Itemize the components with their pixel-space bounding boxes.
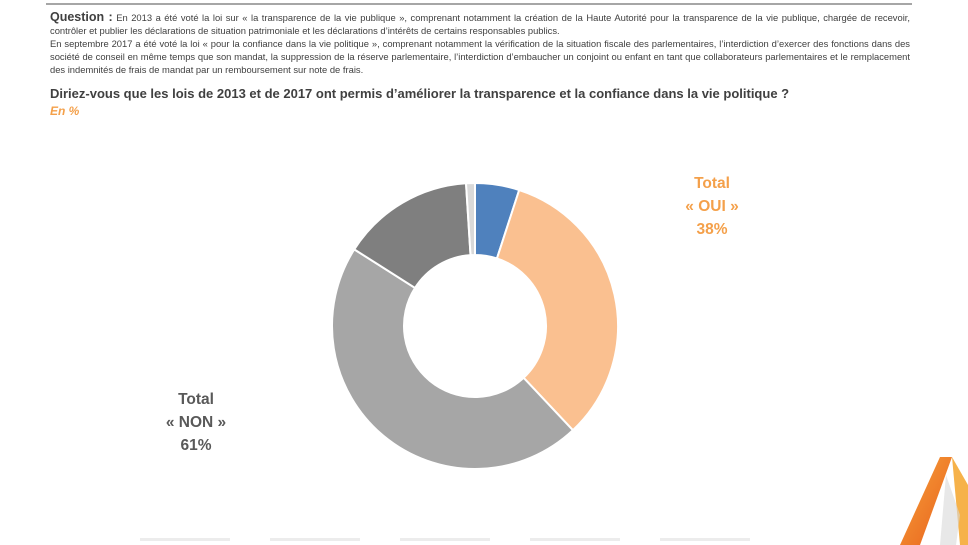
total-oui-value: 38% [696,221,728,238]
unit-label: En % [50,104,80,118]
total-non-value: 61% [180,437,212,454]
footer-ghost-bar [270,538,360,541]
total-non-line2: « NON » [165,414,227,431]
total-non-label: Total « NON » 61% [146,388,246,457]
total-oui-label: Total « OUI » 38% [662,172,762,241]
question-paragraph-1: Question : En 2013 a été voté la loi sur… [50,11,910,37]
question-text-2013: En 2013 a été voté la loi sur « la trans… [50,12,910,36]
footer-ghost-bar [400,538,490,541]
footer-ghost [140,538,820,545]
footer-ghost-bar [660,538,750,541]
question-label: Question : [50,10,113,24]
main-question: Diriez-vous que les lois de 2013 et de 2… [50,86,790,101]
question-paragraph-2: En septembre 2017 a été voté la loi « po… [50,38,910,75]
footer-ghost-bar [530,538,620,541]
total-oui-line2: « OUI » [685,198,739,215]
brand-logo-icon [900,457,968,545]
total-non-line1: Total [178,391,214,408]
total-oui-line1: Total [694,175,730,192]
top-divider [46,3,912,5]
footer-ghost-bar [140,538,230,541]
donut-slice-5 [464,181,476,257]
donut-slice-3 [331,247,575,470]
donut-slice-2 [495,188,619,432]
question-block: Question : En 2013 a été voté la loi sur… [50,11,910,76]
